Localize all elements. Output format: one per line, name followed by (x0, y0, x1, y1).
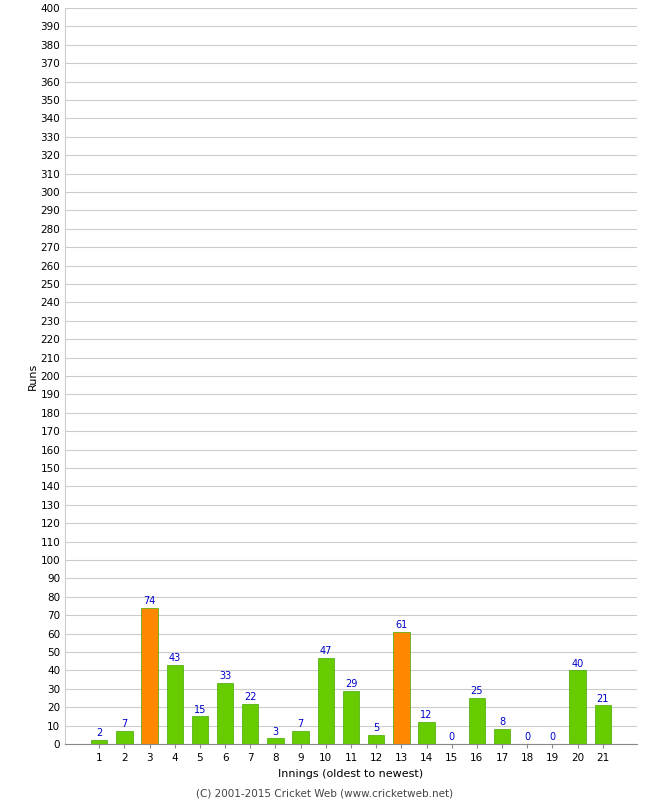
Bar (343, 690, 359, 744)
Text: 43: 43 (168, 653, 181, 663)
Text: 74: 74 (144, 596, 156, 606)
Bar (469, 698, 485, 744)
Bar (91, 740, 107, 744)
Bar (292, 731, 309, 744)
Bar (242, 703, 259, 744)
Bar (419, 722, 435, 744)
Bar (318, 658, 334, 744)
Bar (368, 734, 384, 744)
Text: 8: 8 (499, 718, 505, 727)
Text: 40: 40 (571, 658, 584, 669)
Text: 7: 7 (298, 719, 304, 730)
Text: 5: 5 (373, 723, 380, 733)
X-axis label: Innings (oldest to newest): Innings (oldest to newest) (278, 769, 424, 778)
Text: 15: 15 (194, 705, 206, 714)
Bar (595, 706, 611, 744)
Text: 0: 0 (448, 732, 455, 742)
Text: 61: 61 (395, 620, 408, 630)
Text: 2: 2 (96, 729, 102, 738)
Text: 7: 7 (122, 719, 127, 730)
Bar (267, 738, 283, 744)
Bar (393, 632, 410, 744)
Text: 3: 3 (272, 726, 278, 737)
Text: 47: 47 (320, 646, 332, 656)
Bar (569, 670, 586, 744)
Bar (217, 683, 233, 744)
Text: 0: 0 (524, 732, 530, 742)
Bar (192, 717, 208, 744)
Text: 33: 33 (219, 671, 231, 682)
Bar (166, 665, 183, 744)
Bar (141, 608, 158, 744)
Bar (494, 730, 510, 744)
Text: 12: 12 (421, 710, 433, 720)
Text: 0: 0 (549, 732, 556, 742)
Bar (116, 731, 133, 744)
Text: 29: 29 (344, 678, 358, 689)
Text: 25: 25 (471, 686, 483, 696)
Text: 21: 21 (597, 694, 609, 703)
Text: (C) 2001-2015 Cricket Web (www.cricketweb.net): (C) 2001-2015 Cricket Web (www.cricketwe… (196, 788, 454, 798)
Text: 22: 22 (244, 692, 257, 702)
Y-axis label: Runs: Runs (27, 362, 38, 390)
